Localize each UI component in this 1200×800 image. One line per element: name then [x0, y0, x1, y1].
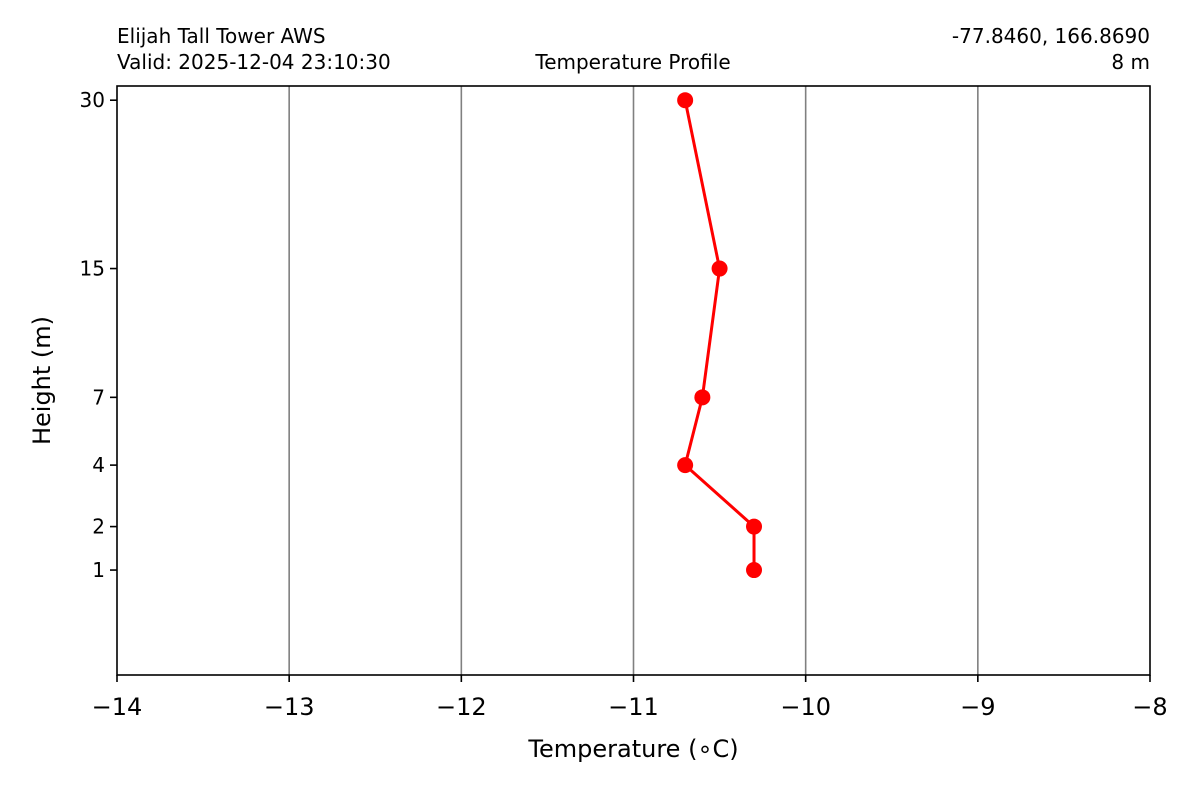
y-tick-label: 4 — [92, 453, 105, 477]
x-tick-label: −14 — [92, 693, 143, 721]
x-tick-label: −11 — [608, 693, 659, 721]
x-tick-label: −8 — [1132, 693, 1167, 721]
data-point — [694, 389, 711, 406]
x-tick-label: −13 — [264, 693, 315, 721]
x-axis-label: Temperature (∘C) — [527, 735, 738, 763]
y-tick-label: 30 — [80, 88, 105, 112]
data-point — [746, 562, 763, 579]
station-name: Elijah Tall Tower AWS — [117, 24, 326, 48]
y-axis-label: Height (m) — [28, 316, 56, 445]
axis-ticks: −14 −13 −12 −11 −10 −9 −8 1 2 4 7 15 30 — [80, 88, 1168, 721]
grid-lines — [288, 86, 979, 675]
station-coordinates: -77.8460, 166.8690 — [951, 24, 1150, 48]
data-point — [746, 518, 763, 535]
chart-title: Temperature Profile — [535, 50, 731, 74]
x-tick-label: −9 — [960, 693, 995, 721]
station-elevation: 8 m — [1111, 50, 1150, 74]
data-point — [711, 260, 728, 277]
y-tick-label: 7 — [92, 385, 105, 409]
y-tick-label: 15 — [80, 257, 105, 281]
valid-time: Valid: 2025-12-04 23:10:30 — [117, 50, 391, 74]
series-line — [683, 99, 756, 571]
data-point — [677, 92, 694, 109]
y-tick-label: 2 — [92, 515, 105, 539]
x-tick-label: −12 — [436, 693, 487, 721]
series-layer — [677, 92, 763, 579]
x-tick-label: −10 — [780, 693, 831, 721]
data-point — [677, 457, 694, 474]
y-tick-label: 1 — [92, 558, 105, 582]
